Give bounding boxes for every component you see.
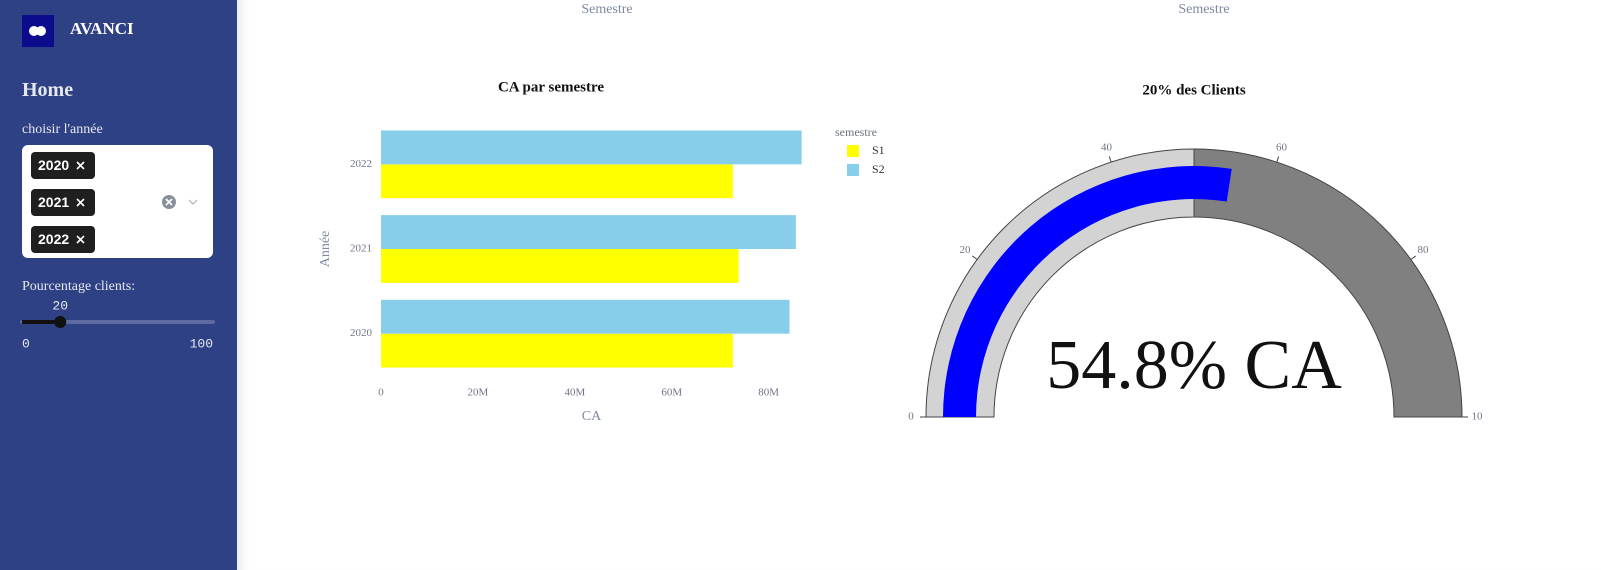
tag-remove[interactable] xyxy=(76,235,85,244)
clear-icon[interactable] xyxy=(161,194,177,210)
bar xyxy=(381,164,733,199)
tag[interactable]: 2022 xyxy=(31,226,95,253)
chart-title: 20% des Clients xyxy=(1142,82,1246,98)
tag-label: 2021 xyxy=(38,194,70,210)
main: Semestre Semestre CA par semestre 0 20M 40M 60… xyxy=(237,0,1601,570)
bar xyxy=(381,333,733,368)
tag-remove[interactable] xyxy=(76,198,85,207)
percent-label: Pourcentage clients: xyxy=(22,279,136,294)
axis-label: Semestre xyxy=(581,2,632,17)
year-label: choisir l'année xyxy=(22,122,103,137)
gauge-tick-label: 20 xyxy=(960,244,972,256)
gauge-bar xyxy=(943,166,1232,417)
gauge-tick-label: 60 xyxy=(1276,141,1288,153)
gauge-tick xyxy=(972,255,978,260)
x-tick-label: 60M xyxy=(661,387,682,399)
slider[interactable]: 20 0 100 xyxy=(0,296,237,356)
charts: Semestre Semestre CA par semestre 0 20M 40M 60… xyxy=(318,2,1484,424)
slider-value: 20 xyxy=(52,298,68,313)
chart-title: CA par semestre xyxy=(498,79,604,95)
x-tick-label: 80M xyxy=(758,387,779,399)
bar xyxy=(381,299,790,334)
slider-thumb xyxy=(54,316,67,328)
logo xyxy=(22,15,54,47)
y-tick-label: 2022 xyxy=(350,158,372,170)
x-tick-label: 40M xyxy=(564,387,585,399)
legend-swatch xyxy=(847,145,859,157)
slider-min: 0 xyxy=(22,336,30,351)
brand: AVANCI xyxy=(70,19,134,38)
legend-label: S2 xyxy=(872,162,885,176)
y-tick-label: 2020 xyxy=(350,327,373,339)
gauge-tick xyxy=(1276,156,1280,163)
bar xyxy=(381,130,802,165)
y-axis-title: Année xyxy=(318,231,333,268)
x-tick-label: 20M xyxy=(468,387,489,399)
bar xyxy=(381,249,739,283)
dropdown-icon[interactable] xyxy=(187,196,199,208)
gauge-tick xyxy=(1108,156,1112,163)
legend-label: S1 xyxy=(872,143,885,157)
gauge-tick-label: 0 xyxy=(908,411,914,423)
gauge-tick-label: 40 xyxy=(1101,141,1113,153)
sidebar: AVANCI Home choisir l'année 2020 2021 2022… xyxy=(0,0,237,570)
x-axis-title: CA xyxy=(582,409,602,424)
axis-label: Semestre xyxy=(1178,2,1229,17)
legend-swatch xyxy=(847,164,859,176)
gauge-value: 54.8% CA xyxy=(1046,327,1342,404)
multiselect[interactable]: 2020 2021 2022 xyxy=(22,145,213,258)
tag-label: 2020 xyxy=(38,157,70,173)
y-tick-label: 2021 xyxy=(350,243,372,255)
gauge-tick-label: 10 xyxy=(1472,411,1484,423)
tag[interactable]: 2020 xyxy=(31,152,95,179)
gauge-tick-label: 80 xyxy=(1417,244,1429,256)
gauge-step xyxy=(1193,148,1463,418)
slider-max: 100 xyxy=(190,336,213,351)
x-tick-label: 0 xyxy=(378,387,384,399)
tag[interactable]: 2021 xyxy=(31,189,95,216)
legend-title: semestre xyxy=(835,125,877,139)
tag-remove[interactable] xyxy=(76,161,85,170)
logo-icon xyxy=(29,26,46,36)
nav-title[interactable]: Home xyxy=(22,79,74,101)
tag-label: 2022 xyxy=(38,231,70,247)
bar xyxy=(381,215,796,249)
gauge-tick xyxy=(1410,255,1416,260)
